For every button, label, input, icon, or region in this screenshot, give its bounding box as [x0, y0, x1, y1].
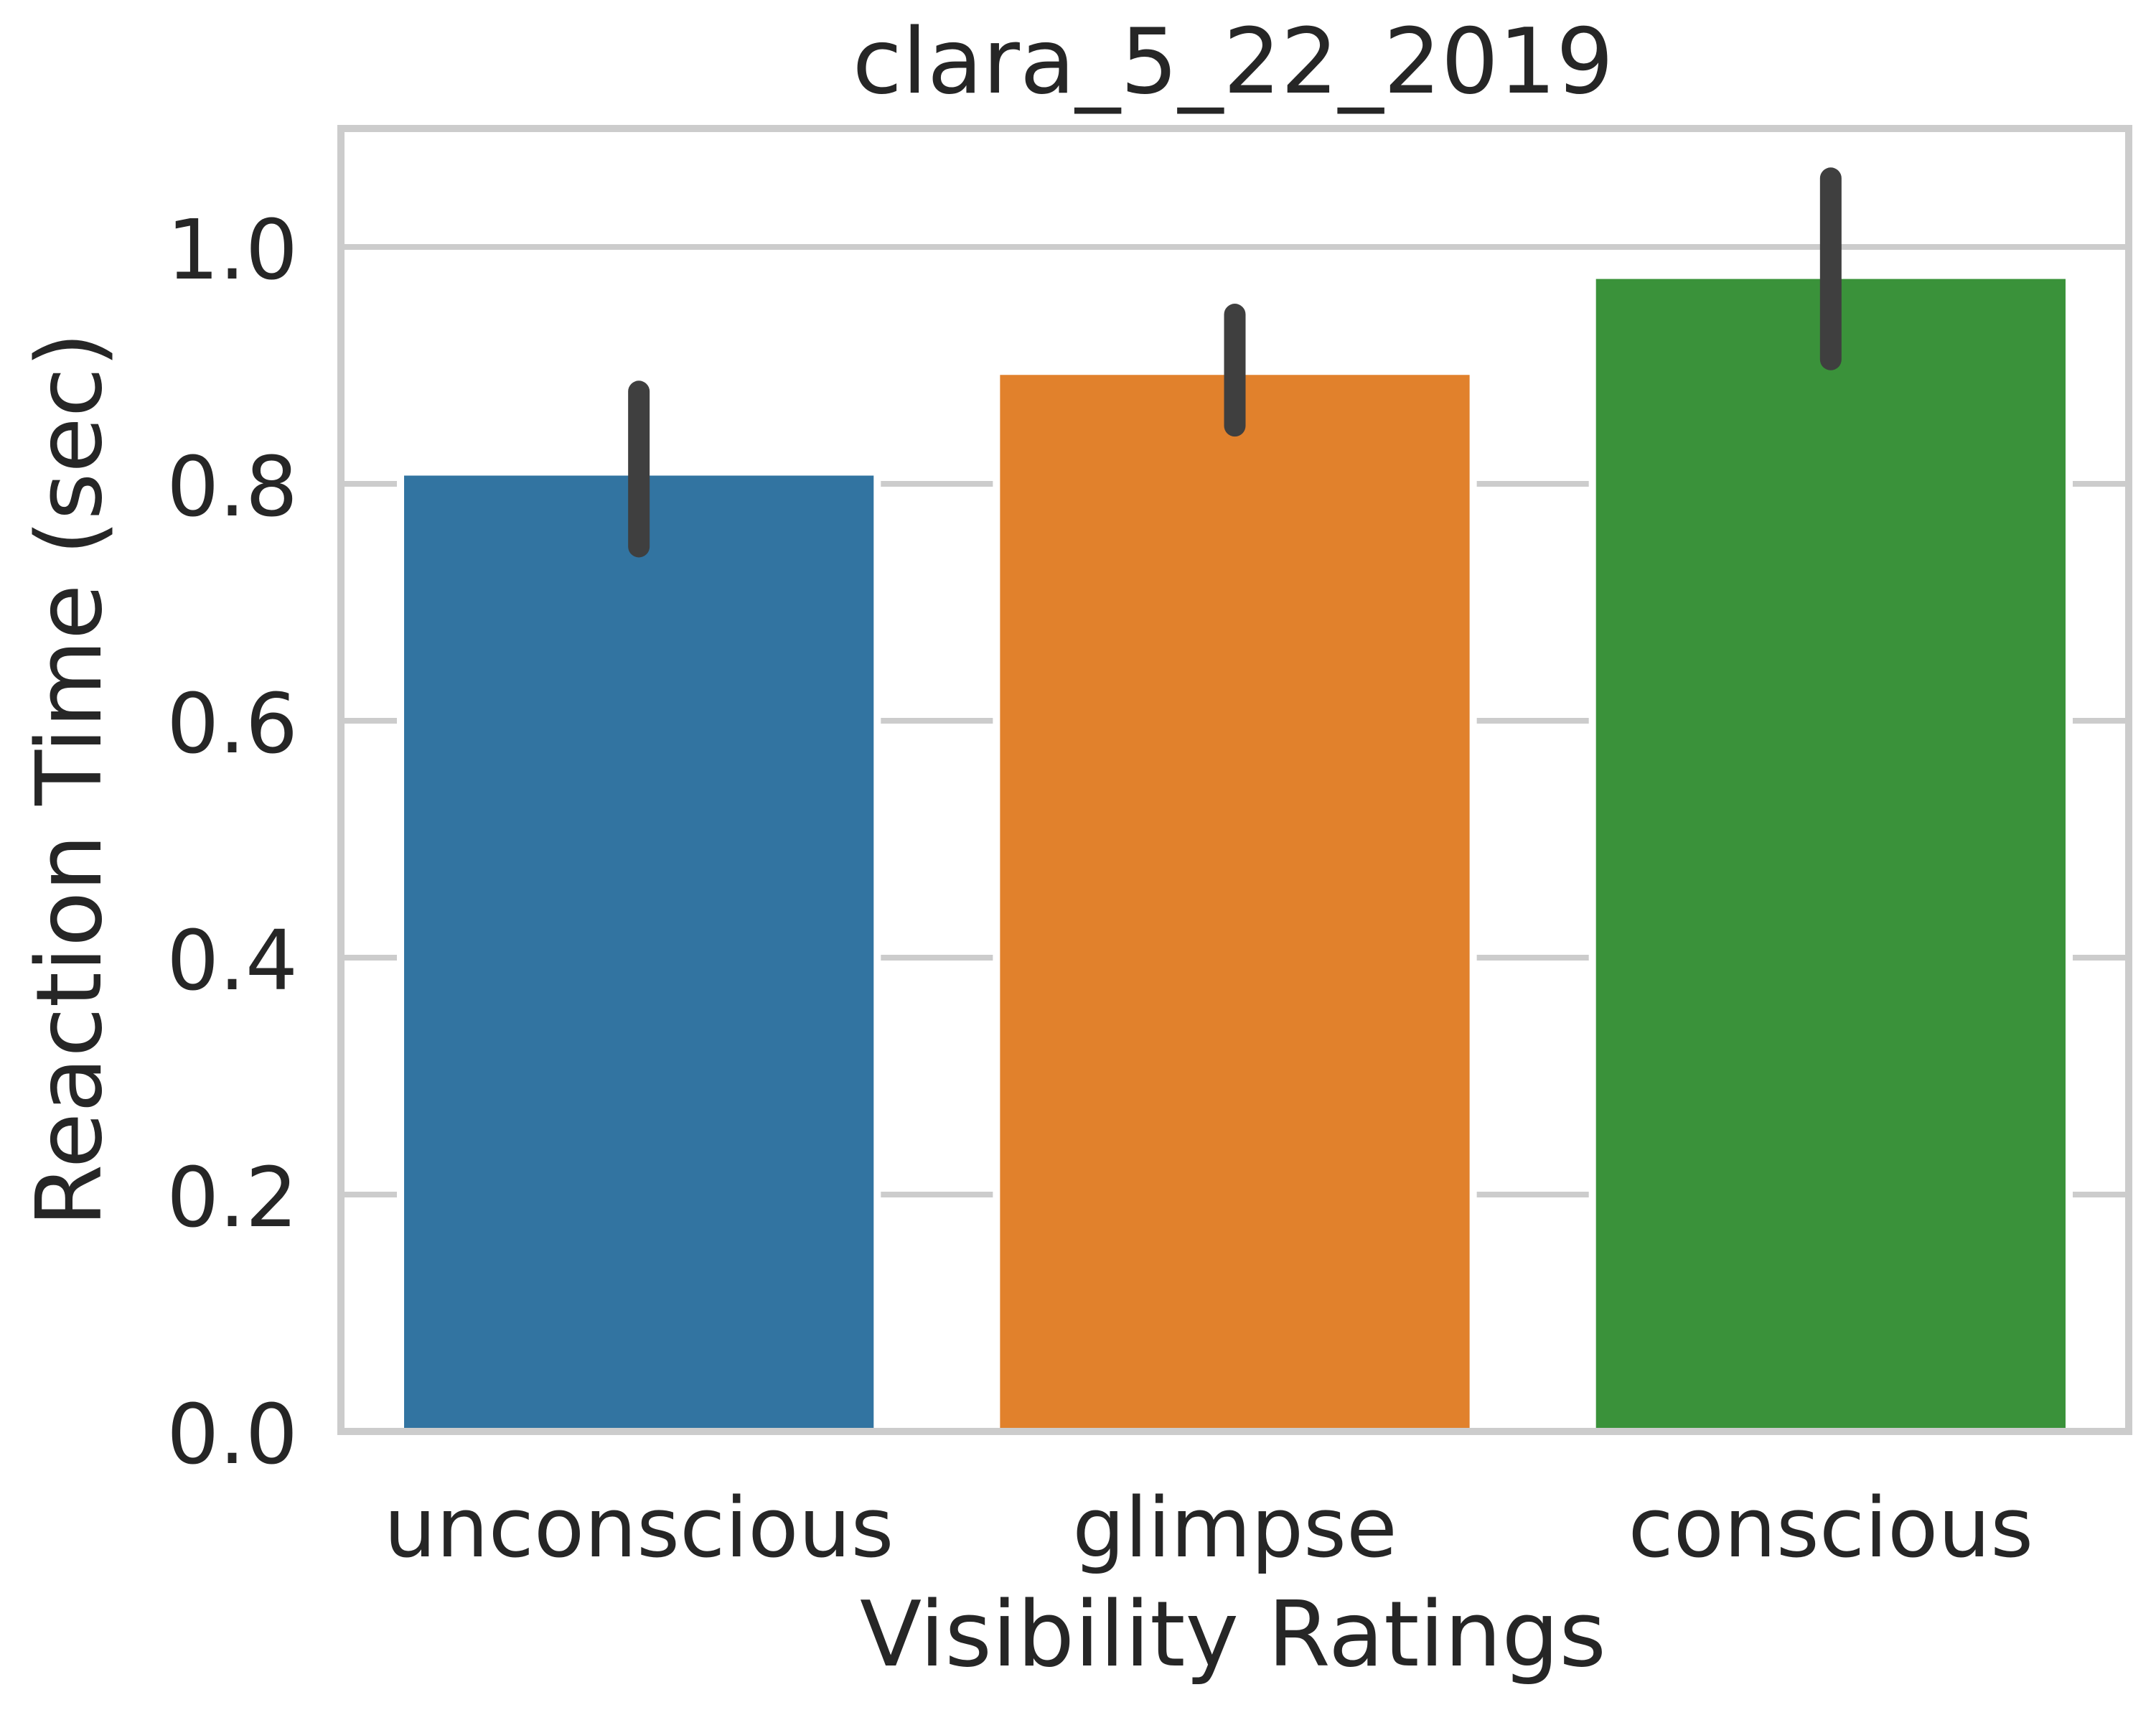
error-bars: [628, 167, 1842, 558]
y-tick-label: 0.2: [167, 1150, 298, 1246]
y-tick-labels: 0.0 0.2 0.4 0.6 0.8 1.0: [167, 202, 298, 1483]
x-tick-label: unconscious: [384, 1480, 894, 1576]
y-tick-label: 0.8: [167, 439, 298, 536]
y-tick-label: 1.0: [167, 202, 298, 299]
x-tick-label: conscious: [1628, 1480, 2033, 1576]
bar-conscious: [1588, 271, 2073, 1436]
bar-unconscious: [397, 468, 881, 1435]
y-tick-label: 0.6: [167, 676, 298, 772]
x-tick-labels: unconscious glimpse conscious: [384, 1480, 2033, 1576]
bars: [397, 271, 2073, 1436]
chart-title: clara_5_22_2019: [853, 9, 1614, 114]
y-tick-label: 0.4: [167, 913, 298, 1009]
y-axis-label: Reaction Time (sec): [17, 332, 122, 1227]
y-tick-label: 0.0: [167, 1387, 298, 1483]
plot-frame: [337, 125, 2132, 1435]
bar-glimpse: [993, 368, 1477, 1435]
x-axis-label: Visibility Ratings: [860, 1581, 1606, 1687]
x-tick-label: glimpse: [1072, 1480, 1397, 1576]
